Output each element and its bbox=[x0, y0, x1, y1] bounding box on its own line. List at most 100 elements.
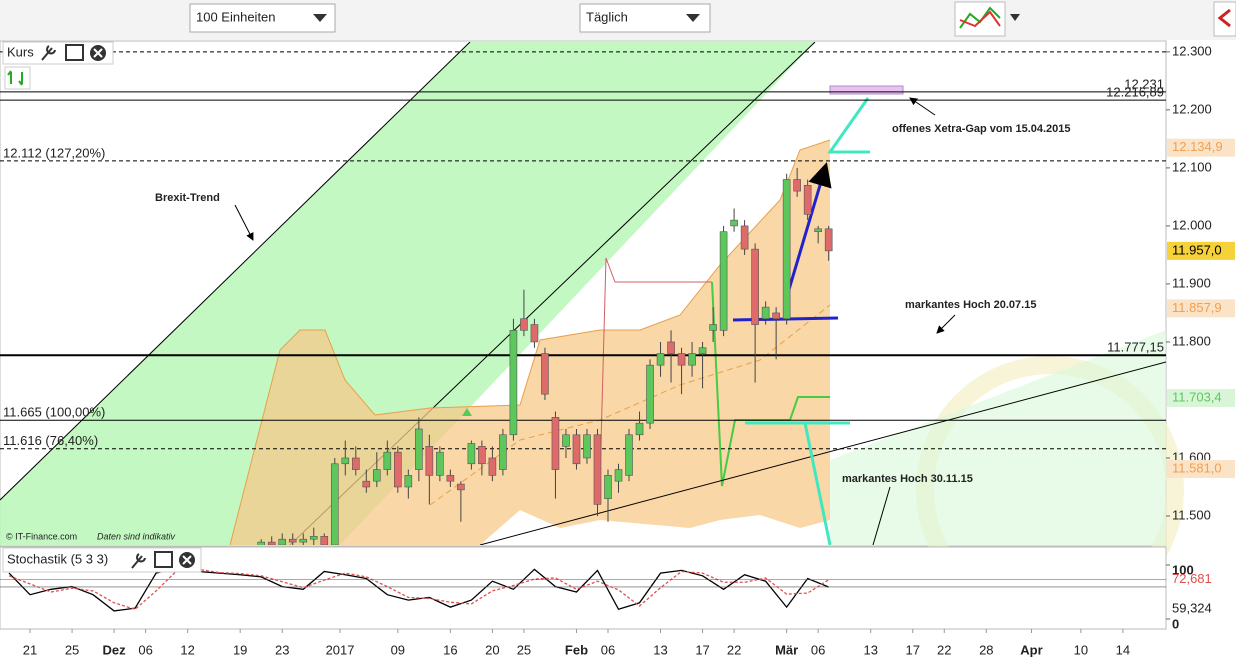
candle-body bbox=[709, 324, 717, 331]
x-tick-label: Dez bbox=[103, 642, 127, 657]
indicator-label: 11.857,9 bbox=[1172, 300, 1222, 315]
blue-arrow bbox=[783, 162, 832, 304]
x-tick-label: 22 bbox=[727, 642, 741, 657]
candle-body bbox=[404, 475, 413, 488]
y-tick-label: 12.100 bbox=[1172, 159, 1212, 174]
cyan-arrow bbox=[827, 97, 870, 154]
x-tick-label: 06 bbox=[138, 642, 152, 657]
y-tick-label: 11.900 bbox=[1172, 275, 1211, 290]
y-tick-label: 100 bbox=[1172, 562, 1194, 577]
candle-body bbox=[614, 469, 623, 482]
candle-body bbox=[719, 231, 728, 331]
indicator-box bbox=[1167, 388, 1235, 407]
annotation: offenes Xetra-Gap vom 15.04.2015 bbox=[892, 123, 1071, 135]
y-tick-label: 12.300 bbox=[1172, 43, 1212, 58]
x-tick-label: Feb bbox=[565, 642, 588, 657]
x-tick-label: 25 bbox=[517, 642, 531, 657]
indicator-label: 11.581,0 bbox=[1172, 460, 1222, 475]
gap-box bbox=[829, 85, 904, 95]
candle-body bbox=[698, 347, 707, 354]
candle-body bbox=[488, 457, 497, 476]
y-tick-label: 11.800 bbox=[1172, 333, 1211, 348]
disclaimer: Daten sind indikativ bbox=[97, 531, 176, 541]
x-tick-label: 06 bbox=[601, 642, 615, 657]
current-label: 72,681 bbox=[1172, 571, 1212, 586]
x-tick-label: 13 bbox=[653, 642, 667, 657]
y-tick-label: 11.500 bbox=[1172, 507, 1211, 522]
annotation: Brexit-Trend bbox=[155, 192, 220, 204]
candle-body bbox=[677, 353, 686, 366]
x-tick-label: 20 bbox=[485, 642, 499, 657]
indicator-label: 11.957,0 bbox=[1172, 242, 1222, 257]
candle-body bbox=[288, 538, 297, 543]
pointer bbox=[936, 314, 956, 334]
signal-arrow bbox=[462, 408, 472, 416]
level-label: 12.112 (127,20%) bbox=[3, 145, 105, 160]
candle-body bbox=[604, 475, 612, 499]
volatility-band bbox=[230, 140, 830, 545]
y-tick-label: 12.000 bbox=[1172, 217, 1212, 232]
x-tick-label: 10 bbox=[1074, 642, 1088, 657]
level-label: 11.616 (76,40%) bbox=[3, 433, 98, 448]
candle-body bbox=[330, 463, 339, 545]
stochastic-line bbox=[8, 567, 829, 612]
units-dropdown[interactable]: 100 Einheiten bbox=[189, 3, 336, 33]
level-label: 11.665 (100,00%) bbox=[3, 405, 105, 420]
x-tick-label: 17 bbox=[695, 642, 709, 657]
candle-body bbox=[740, 225, 749, 250]
candle-body bbox=[320, 535, 329, 545]
candle-body bbox=[782, 179, 791, 320]
x-tick-label: 25 bbox=[65, 642, 79, 657]
candle-body bbox=[562, 434, 570, 447]
pointer bbox=[909, 97, 936, 116]
candle-body bbox=[467, 443, 476, 465]
indicator-button[interactable] bbox=[954, 1, 1020, 37]
candle-body bbox=[688, 353, 696, 366]
interval-label: Täglich bbox=[586, 9, 628, 24]
candle-body bbox=[793, 179, 801, 192]
candle-body bbox=[341, 457, 350, 465]
current-label: 59,324 bbox=[1172, 600, 1212, 615]
candle-body bbox=[436, 451, 444, 476]
x-tick-label: 17 bbox=[906, 642, 920, 657]
annotation: markantes Hoch 20.07.15 bbox=[905, 299, 1036, 311]
candle-body bbox=[541, 353, 549, 395]
candle-body bbox=[625, 434, 633, 476]
candle-body bbox=[499, 434, 507, 470]
indicator-box bbox=[1167, 138, 1235, 157]
y-tick-label: 0 bbox=[1172, 616, 1179, 631]
cyan-line bbox=[803, 422, 832, 545]
pointer bbox=[234, 204, 254, 241]
x-tick-label: 28 bbox=[979, 642, 993, 657]
candle-body bbox=[394, 451, 402, 488]
trend-line bbox=[479, 361, 1166, 545]
panel-title: Stochastik (5 3 3) bbox=[7, 551, 108, 566]
candles bbox=[257, 167, 833, 545]
candle-body bbox=[551, 417, 560, 470]
candle-body bbox=[814, 228, 822, 233]
candle-body bbox=[425, 446, 434, 476]
indicator-box bbox=[1167, 241, 1235, 260]
candle-body bbox=[446, 475, 455, 482]
x-tick-label: 23 bbox=[275, 642, 289, 657]
axes: 12.30012.20012.10012.00011.90011.80011.6… bbox=[23, 43, 1235, 657]
candle-body bbox=[415, 428, 423, 470]
indicator-label: 11.703,4 bbox=[1172, 389, 1222, 404]
candle-body bbox=[751, 248, 759, 325]
candle-body bbox=[362, 480, 371, 488]
indicator-label: 12.134,9 bbox=[1172, 139, 1223, 154]
interval-dropdown[interactable]: Täglich bbox=[579, 3, 711, 33]
candle-body bbox=[457, 483, 465, 491]
support-zone bbox=[830, 330, 1166, 545]
candle-body bbox=[656, 353, 665, 366]
candle-body bbox=[761, 306, 770, 320]
candle-body bbox=[267, 541, 276, 545]
x-tick-label: 19 bbox=[233, 642, 247, 657]
level-label: 12.231 bbox=[1124, 76, 1164, 91]
candle-body bbox=[520, 318, 528, 331]
candle-body bbox=[667, 341, 675, 354]
nav-button[interactable] bbox=[1213, 1, 1236, 37]
candle-body bbox=[635, 422, 644, 436]
